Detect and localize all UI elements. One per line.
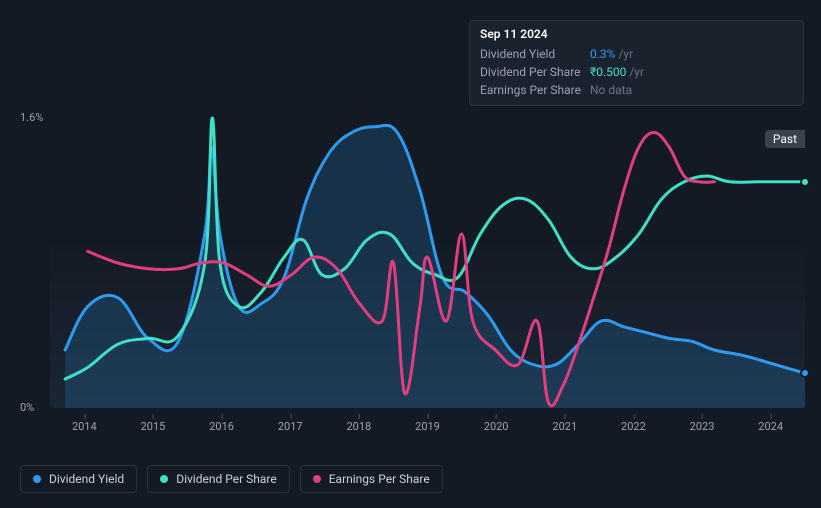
x-axis-label: 2015	[141, 420, 166, 433]
tooltip-label: Earnings Per Share	[480, 83, 590, 97]
past-badge: Past	[765, 130, 805, 148]
legend-item[interactable]: Dividend Per Share	[147, 465, 290, 493]
tooltip-row: Dividend Per Share₹0.500/yr	[480, 63, 793, 81]
x-axis-label: 2018	[346, 420, 371, 433]
series-area	[65, 125, 805, 408]
chart-tooltip: Sep 11 2024 Dividend Yield0.3%/yrDividen…	[469, 20, 804, 106]
x-axis-label: 2016	[209, 420, 234, 433]
tooltip-label: Dividend Yield	[480, 47, 590, 61]
chart: 1.6% 0% Past 2014 2015 2016 2017 2018 2019 2020…	[20, 108, 805, 443]
legend-item[interactable]: Dividend Yield	[20, 465, 137, 493]
x-axis-label: 2024	[758, 420, 783, 433]
tooltip-label: Dividend Per Share	[480, 65, 590, 79]
y-axis-label: 1.6%	[20, 111, 43, 124]
legend-dot-icon	[33, 475, 41, 483]
tooltip-value: No data	[590, 83, 632, 97]
tooltip-date: Sep 11 2024	[480, 27, 793, 41]
legend-label: Dividend Per Share	[176, 472, 277, 486]
x-axis-label: 2014	[72, 420, 97, 433]
x-axis-label: 2020	[484, 420, 509, 433]
tooltip-row: Dividend Yield0.3%/yr	[480, 45, 793, 63]
y-axis-label: 0%	[20, 401, 34, 414]
x-axis-label: 2023	[690, 420, 715, 433]
tooltip-value: ₹0.500	[590, 65, 626, 79]
x-axis-label: 2022	[621, 420, 646, 433]
x-axis-label: 2017	[278, 420, 303, 433]
legend-item[interactable]: Earnings Per Share	[300, 465, 443, 493]
tooltip-suffix: /yr	[618, 47, 633, 61]
legend-label: Earnings Per Share	[329, 472, 430, 486]
series-end-dot	[800, 177, 810, 187]
x-axis-label: 2019	[415, 420, 440, 433]
legend-dot-icon	[313, 475, 321, 483]
x-axis: 2014 2015 2016 2017 2018 2019 2020 2021 2022 2023…	[50, 414, 805, 454]
legend-dot-icon	[160, 475, 168, 483]
x-axis-label: 2021	[552, 420, 577, 433]
legend: Dividend Yield Dividend Per Share Earnings…	[20, 465, 443, 493]
series-end-dot	[800, 368, 810, 378]
legend-label: Dividend Yield	[49, 472, 124, 486]
tooltip-row: Earnings Per ShareNo data	[480, 81, 793, 99]
plot-area[interactable]: Past	[50, 118, 805, 408]
tooltip-value: 0.3%	[590, 47, 615, 61]
tooltip-suffix: /yr	[629, 65, 644, 79]
